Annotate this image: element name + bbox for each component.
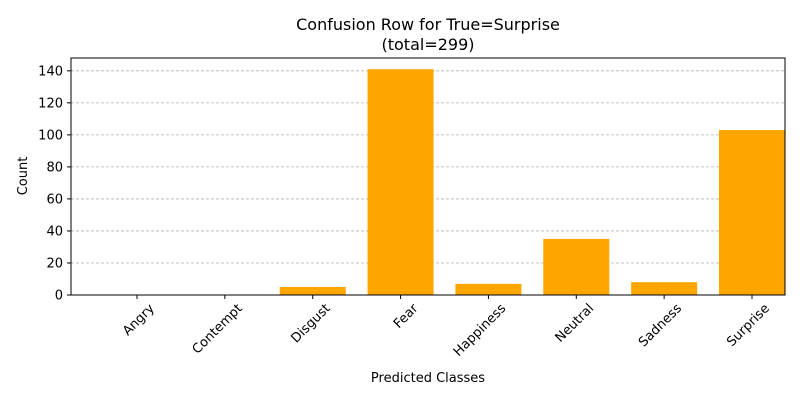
y-tick-label: 20 xyxy=(46,256,63,271)
x-tick-label: Angry xyxy=(120,301,158,339)
x-tick-label: Fear xyxy=(391,301,422,332)
bar-surprise xyxy=(719,130,785,295)
x-tick-label: Sadness xyxy=(636,301,685,350)
bar-happiness xyxy=(455,283,522,295)
chart-title-line2: (total=299) xyxy=(381,35,474,54)
bar-series xyxy=(279,69,785,295)
y-tick-label: 80 xyxy=(46,160,63,175)
bar-fear xyxy=(367,69,434,295)
bar-sadness xyxy=(631,282,698,295)
y-tick-label: 60 xyxy=(46,192,63,207)
y-axis: 0 20 40 60 80 100 120 140 xyxy=(38,64,71,304)
x-axis: Angry Contempt Disgust Fear Happiness Neutral… xyxy=(120,295,773,360)
y-axis-title: Count xyxy=(16,157,31,196)
x-tick-label: Happiness xyxy=(451,301,510,360)
y-tick-label: 140 xyxy=(38,64,63,79)
chart-title-line1: Confusion Row for True=Surprise xyxy=(296,15,560,34)
x-tick-label: Disgust xyxy=(288,301,333,346)
x-axis-title: Predicted Classes xyxy=(371,371,485,386)
x-tick-label: Contempt xyxy=(190,301,246,357)
y-tick-label: 40 xyxy=(46,224,63,239)
bar-disgust xyxy=(279,286,346,295)
x-tick-label: Neutral xyxy=(553,301,598,346)
plot-frame xyxy=(70,57,786,296)
y-tick-label: 0 xyxy=(55,289,63,304)
bar-neutral xyxy=(543,238,610,295)
x-tick-label: Surprise xyxy=(724,301,773,350)
y-tick-label: 100 xyxy=(38,128,63,143)
y-tick-label: 120 xyxy=(38,96,63,111)
